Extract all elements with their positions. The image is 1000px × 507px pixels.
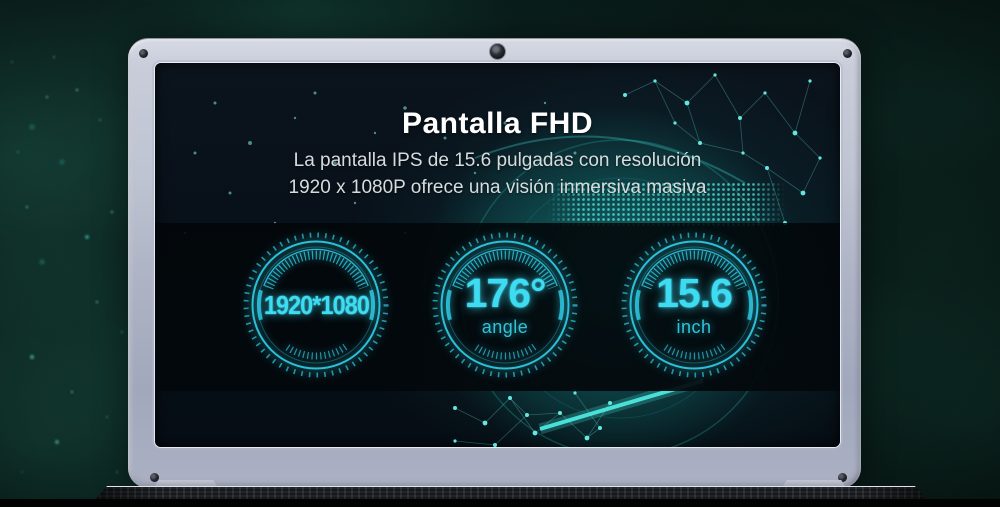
subheadline: La pantalla IPS de 15.6 pulgadas con res… — [155, 147, 840, 201]
hinge-right — [780, 480, 848, 491]
screw-dot — [139, 49, 148, 58]
gauge-dial-icon — [432, 232, 578, 378]
screw-dot — [838, 473, 847, 482]
subheadline-line1: La pantalla IPS de 15.6 pulgadas con res… — [293, 150, 702, 171]
screw-dot — [843, 49, 852, 58]
hinge-left — [152, 480, 220, 491]
headline: Pantalla FHD — [401, 107, 594, 140]
gauge-dial-icon — [243, 232, 389, 378]
subheadline-line2: 1920 x 1080P ofrece una visión inmersiva… — [288, 177, 707, 198]
gauge-resolution: 1920*1080 — [241, 230, 391, 380]
gauge-dial-icon — [621, 232, 767, 378]
gauge-value: 15.6 — [656, 269, 733, 316]
gauge-label: inch — [676, 316, 712, 337]
gauge-viewing-angle: 176° angle — [430, 230, 580, 380]
laptop-screen: Pantalla FHD La pantalla IPS de 15.6 pul… — [155, 63, 840, 447]
dot-matrix-texture — [547, 183, 785, 227]
screw-dot — [150, 473, 159, 482]
gauge-value: 1920*1080 — [263, 290, 369, 320]
gauge-label: angle — [481, 316, 529, 337]
gauge-screen-size: 15.6 inch — [619, 230, 769, 380]
webcam-icon — [489, 43, 506, 60]
gauge-value: 176° — [464, 269, 547, 316]
bottom-strip — [0, 499, 1000, 507]
laptop-lid: Pantalla FHD La pantalla IPS de 15.6 pul… — [128, 38, 861, 488]
